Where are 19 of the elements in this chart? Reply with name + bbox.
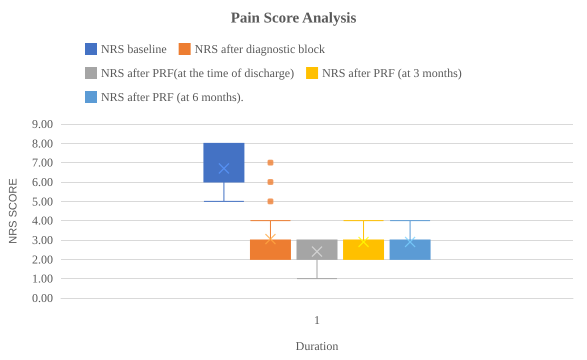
legend-label: NRS after diagnostic block: [194, 42, 325, 56]
x-axis-title: Duration: [296, 339, 338, 353]
y-tick-label: 1.00: [32, 272, 53, 286]
y-axis-title: NRS SCORE: [8, 178, 20, 244]
y-tick-label: 2.00: [32, 252, 53, 266]
y-tick-label: 4.00: [32, 214, 53, 228]
chart-title: Pain Score Analysis: [230, 10, 356, 26]
legend-label: NRS baseline: [101, 42, 167, 56]
legend-label: NRS after PRF(at the time of discharge): [101, 66, 294, 80]
y-tick-label: 6.00: [32, 175, 53, 189]
legend-label: NRS after PRF (at 6 months).: [101, 90, 244, 104]
legend-label: NRS after PRF (at 3 months): [322, 66, 462, 80]
y-tick-label: 3.00: [32, 233, 53, 247]
y-tick-label: 5.00: [32, 194, 53, 208]
x-tick-label: 1: [314, 313, 320, 327]
y-tick-label: 0.00: [32, 291, 53, 305]
y-tick-label: 8.00: [32, 136, 53, 150]
y-tick-label: 9.00: [32, 117, 53, 131]
y-tick-label: 7.00: [32, 156, 53, 170]
